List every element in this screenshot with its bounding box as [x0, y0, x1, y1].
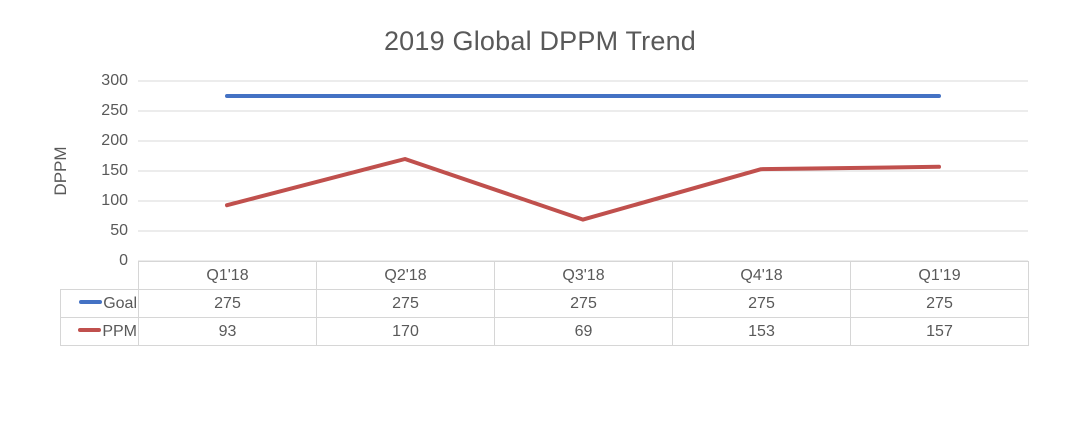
table-value-cell: 275 — [316, 289, 495, 318]
table-header-cell: Q1'18 — [138, 261, 317, 290]
legend-item-ppm: PPM — [60, 317, 139, 346]
chart-title: 2019 Global DPPM Trend — [383, 26, 697, 56]
table-header-cell: Q1'19 — [850, 261, 1029, 290]
legend-label: PPM — [102, 322, 137, 340]
goal-line-swatch-icon — [79, 300, 103, 305]
table-header-cell: Q4'18 — [672, 261, 851, 290]
y-axis-tick-label: 250 — [101, 102, 128, 119]
plot-area — [138, 80, 1028, 262]
table-value-cell: 275 — [850, 289, 1029, 318]
y-axis-tick-label: 150 — [101, 162, 128, 179]
table-header-cell: Q3'18 — [494, 261, 673, 290]
y-axis-tick-label: 50 — [110, 222, 128, 239]
ppm-line-swatch-icon — [78, 328, 102, 333]
y-axis-tick-label: 0 — [119, 252, 128, 269]
table-value-cell: 93 — [138, 317, 317, 346]
table-value-cell: 153 — [672, 317, 851, 346]
table-row-goal: Goal 275 275 275 275 275 — [60, 289, 1029, 318]
table-value-cell: 275 — [494, 289, 673, 318]
ppm-series-line — [225, 157, 941, 222]
table-value-cell: 157 — [850, 317, 1029, 346]
legend-item-goal: Goal — [60, 289, 139, 318]
y-axis-tick-label: 300 — [101, 72, 128, 89]
legend-label: Goal — [103, 294, 137, 312]
table-value-cell: 170 — [316, 317, 495, 346]
table-header-row: Q1'18 Q2'18 Q3'18 Q4'18 Q1'19 — [61, 261, 1029, 290]
y-axis-tick-label: 100 — [101, 192, 128, 209]
data-table: Q1'18 Q2'18 Q3'18 Q4'18 Q1'19 Goal 275 275 275 27… — [60, 261, 1029, 346]
table-value-cell: 275 — [672, 289, 851, 318]
table-value-cell: 69 — [494, 317, 673, 346]
table-header-cell: Q2'18 — [316, 261, 495, 290]
y-axis-tick-label: 200 — [101, 132, 128, 149]
table-value-cell: 275 — [138, 289, 317, 318]
table-row-ppm: PPM 93 170 69 153 157 — [60, 317, 1029, 346]
legend-blank-cell — [61, 262, 139, 290]
data-table-grid: Q1'18 Q2'18 Q3'18 Q4'18 Q1'19 Goal 275 275 275 27… — [60, 261, 1029, 346]
